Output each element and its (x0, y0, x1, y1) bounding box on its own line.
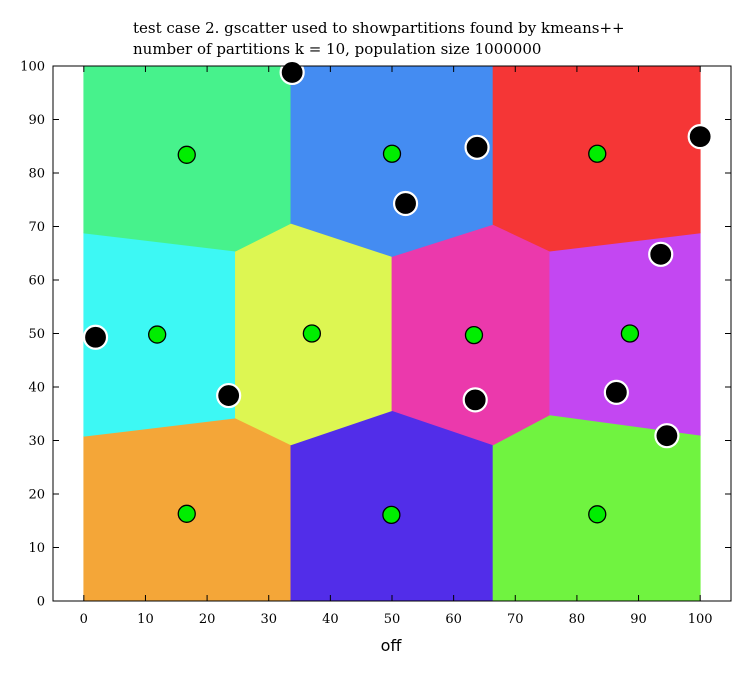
y-tick-label-0: 0 (37, 595, 45, 610)
initial-point-marker-10 (654, 423, 680, 449)
centroid-marker-4 (148, 325, 167, 344)
centroid-markers (148, 144, 640, 525)
x-tick-label-2: 20 (199, 612, 216, 627)
initial-point-marker-2 (464, 134, 490, 160)
x-tick-label-0: 0 (80, 612, 88, 627)
centroid-marker-1 (177, 504, 196, 523)
y-tick-label-7: 70 (28, 220, 45, 235)
x-tick-label-10: 100 (688, 612, 713, 627)
x-axis-label: off (381, 636, 403, 655)
chart-title-line-2: number of partitions k = 10, population … (133, 40, 541, 58)
x-tick-label-8: 80 (569, 612, 586, 627)
x-tick-label-4: 40 (322, 612, 339, 627)
x-tick-label-3: 30 (260, 612, 277, 627)
y-tick-label-10: 100 (20, 60, 45, 75)
initial-point-marker-8 (462, 387, 488, 413)
centroid-marker-7 (620, 324, 640, 343)
axis-ticks: 0 10 20 30 40 50 60 70 80 90 100 0 10 20 30 40 50 60 70 80 9… (20, 60, 731, 627)
chart-title-line-1: test case 2. gscatter used to showpartit… (133, 19, 625, 37)
x-tick-label-7: 70 (507, 612, 524, 627)
x-tick-label-1: 10 (137, 612, 154, 627)
centroid-marker-3 (588, 505, 607, 524)
initial-point-marker-5 (648, 241, 674, 267)
centroid-marker-2 (382, 505, 401, 525)
centroid-marker-10 (588, 144, 607, 163)
y-tick-label-8: 80 (28, 167, 45, 182)
x-tick-label-5: 50 (384, 612, 401, 627)
initial-point-marker-6 (82, 324, 109, 350)
y-tick-label-4: 40 (28, 381, 45, 396)
centroid-marker-9 (382, 144, 402, 163)
centroid-marker-8 (177, 145, 196, 164)
y-tick-label-6: 60 (28, 274, 45, 289)
x-tick-label-6: 60 (445, 612, 462, 627)
centroid-marker-6 (464, 325, 484, 345)
y-tick-label-9: 90 (28, 113, 45, 128)
y-tick-label-2: 20 (28, 488, 45, 503)
y-tick-label-3: 30 (28, 434, 45, 449)
initial-point-markers (82, 59, 713, 449)
y-tick-label-5: 50 (28, 327, 45, 342)
initial-point-marker-3 (392, 190, 419, 217)
centroid-marker-5 (302, 324, 322, 343)
initial-point-marker-1 (279, 59, 305, 86)
initial-point-marker-4 (687, 124, 713, 150)
x-tick-label-9: 90 (630, 612, 647, 627)
initial-point-marker-7 (216, 382, 242, 409)
y-tick-label-1: 10 (28, 541, 45, 556)
initial-point-marker-9 (603, 379, 629, 405)
